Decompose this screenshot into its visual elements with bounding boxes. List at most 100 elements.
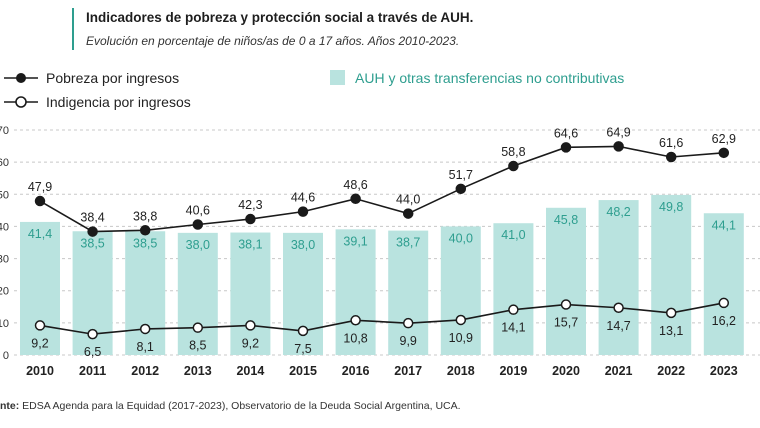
indigencia-point — [139, 323, 151, 335]
y-tick-label: 60 — [0, 157, 9, 169]
pobreza-label: 58,8 — [501, 145, 525, 159]
indigencia-label: 9,2 — [242, 336, 259, 350]
y-tick-label: 20 — [0, 286, 9, 298]
bar-auh — [230, 232, 271, 355]
indigencia-point — [455, 314, 467, 326]
indigencia-label: 16,2 — [712, 314, 736, 328]
pobreza-point — [139, 225, 151, 236]
bar-auh — [493, 223, 534, 355]
pobreza-label: 51,7 — [449, 168, 473, 182]
pobreza-point — [560, 142, 572, 153]
indigencia-point — [350, 315, 361, 326]
pobreza-label: 61,6 — [659, 136, 683, 150]
pobreza-label: 44,6 — [291, 191, 315, 205]
legend-label-pobreza: Pobreza por ingresos — [46, 70, 179, 86]
bar-auh — [651, 194, 692, 355]
indigencia-label: 9,9 — [400, 334, 417, 348]
bar-label: 38,0 — [291, 238, 315, 252]
y-tick-label: 40 — [0, 221, 9, 233]
x-tick-label: 2015 — [289, 364, 317, 378]
source-text: EDSA Agenda para la Equidad (2017-2023),… — [22, 400, 461, 412]
pobreza-label: 42,3 — [238, 198, 262, 212]
bar-label: 41,4 — [28, 227, 52, 241]
legend-swatch-auh — [330, 70, 345, 85]
indigencia-label: 6,5 — [84, 345, 101, 359]
chart-subtitle: Evolución en porcentaje de niños/as de 0… — [86, 34, 460, 48]
bar-label: 40,0 — [449, 231, 473, 245]
bar-label: 45,8 — [554, 213, 578, 227]
pobreza-point — [508, 160, 519, 172]
pobreza-label: 62,9 — [712, 132, 736, 146]
indigencia-point — [508, 304, 519, 315]
indigencia-label: 10,8 — [343, 331, 367, 345]
source-label: nte: — [0, 400, 20, 412]
x-tick-label: 2023 — [710, 364, 738, 378]
bar-label: 39,1 — [343, 234, 367, 248]
legend-label-auh: AUH y otras transferencias no contributi… — [355, 70, 624, 86]
bar-auh — [20, 221, 60, 355]
legend-label-indigencia: Indigencia por ingresos — [46, 94, 191, 110]
indigencia-point — [192, 322, 204, 333]
header-accent-bar — [72, 8, 74, 50]
bar-auh — [546, 207, 586, 355]
pobreza-label: 64,6 — [554, 126, 578, 140]
indigencia-point — [34, 320, 46, 331]
indigencia-point — [402, 317, 414, 329]
indigencia-label: 15,7 — [554, 316, 578, 330]
source-note: nte: EDSA Agenda para la Equidad (2017-2… — [0, 400, 461, 412]
indigencia-point — [560, 299, 572, 310]
pobreza-point — [192, 219, 204, 230]
indigencia-line — [39, 302, 724, 335]
x-tick-label: 2018 — [447, 364, 475, 378]
indigencia-label: 14,1 — [501, 321, 525, 335]
x-tick-label: 2020 — [552, 364, 580, 378]
pobreza-label: 47,9 — [28, 180, 52, 194]
indigencia-point — [87, 328, 98, 340]
y-tick-label: 10 — [0, 318, 9, 330]
bar-auh — [388, 230, 429, 355]
bar-label: 38,0 — [186, 238, 210, 252]
y-tick-label: 30 — [0, 254, 9, 266]
bar-auh — [125, 231, 166, 355]
x-tick-label: 2022 — [657, 364, 685, 378]
chart-title: Indicadores de pobreza y protección soci… — [86, 10, 474, 25]
indigencia-point — [245, 320, 256, 331]
bar-auh — [598, 200, 639, 355]
indigencia-label: 14,7 — [606, 319, 630, 333]
x-tick-label: 2012 — [131, 364, 159, 378]
y-tick-label: 50 — [0, 189, 9, 201]
indigencia-label: 9,2 — [31, 336, 48, 350]
pobreza-label: 40,6 — [186, 204, 210, 218]
chart-svg: Pobreza por ingresos Indigencia por ingre… — [0, 70, 760, 378]
indigencia-label: 7,5 — [294, 342, 311, 356]
pobreza-label: 38,4 — [80, 211, 104, 225]
pobreza-point — [297, 206, 309, 217]
pobreza-label: 48,6 — [343, 178, 367, 192]
bar-auh — [177, 232, 218, 355]
x-tick-label: 2013 — [184, 364, 212, 378]
bar-label: 38,7 — [396, 236, 420, 250]
bar-label: 48,2 — [606, 205, 630, 219]
indigencia-point — [718, 297, 730, 309]
pobreza-line — [39, 145, 724, 233]
bar-label: 41,0 — [501, 228, 525, 242]
pobreza-label: 44,0 — [396, 193, 420, 207]
indigencia-label: 13,1 — [659, 324, 683, 338]
x-tick-label: 2011 — [79, 364, 106, 378]
x-tick-label: 2017 — [394, 364, 422, 378]
pobreza-point — [87, 226, 98, 237]
y-tick-label: 0 — [3, 350, 9, 362]
bar-auh — [335, 229, 376, 355]
indigencia-label: 10,9 — [449, 331, 473, 345]
indigencia-label: 8,1 — [137, 340, 154, 354]
y-tick-label: 70 — [0, 125, 9, 137]
bar-label: 38,5 — [133, 236, 157, 250]
indigencia-point — [665, 307, 677, 319]
bar-auh — [703, 213, 744, 355]
pobreza-point — [455, 183, 467, 195]
x-tick-label: 2016 — [342, 364, 370, 378]
pobreza-point — [665, 151, 677, 163]
pobreza-point — [245, 213, 256, 225]
pobreza-point — [613, 141, 624, 152]
pobreza-label: 38,8 — [133, 209, 157, 223]
